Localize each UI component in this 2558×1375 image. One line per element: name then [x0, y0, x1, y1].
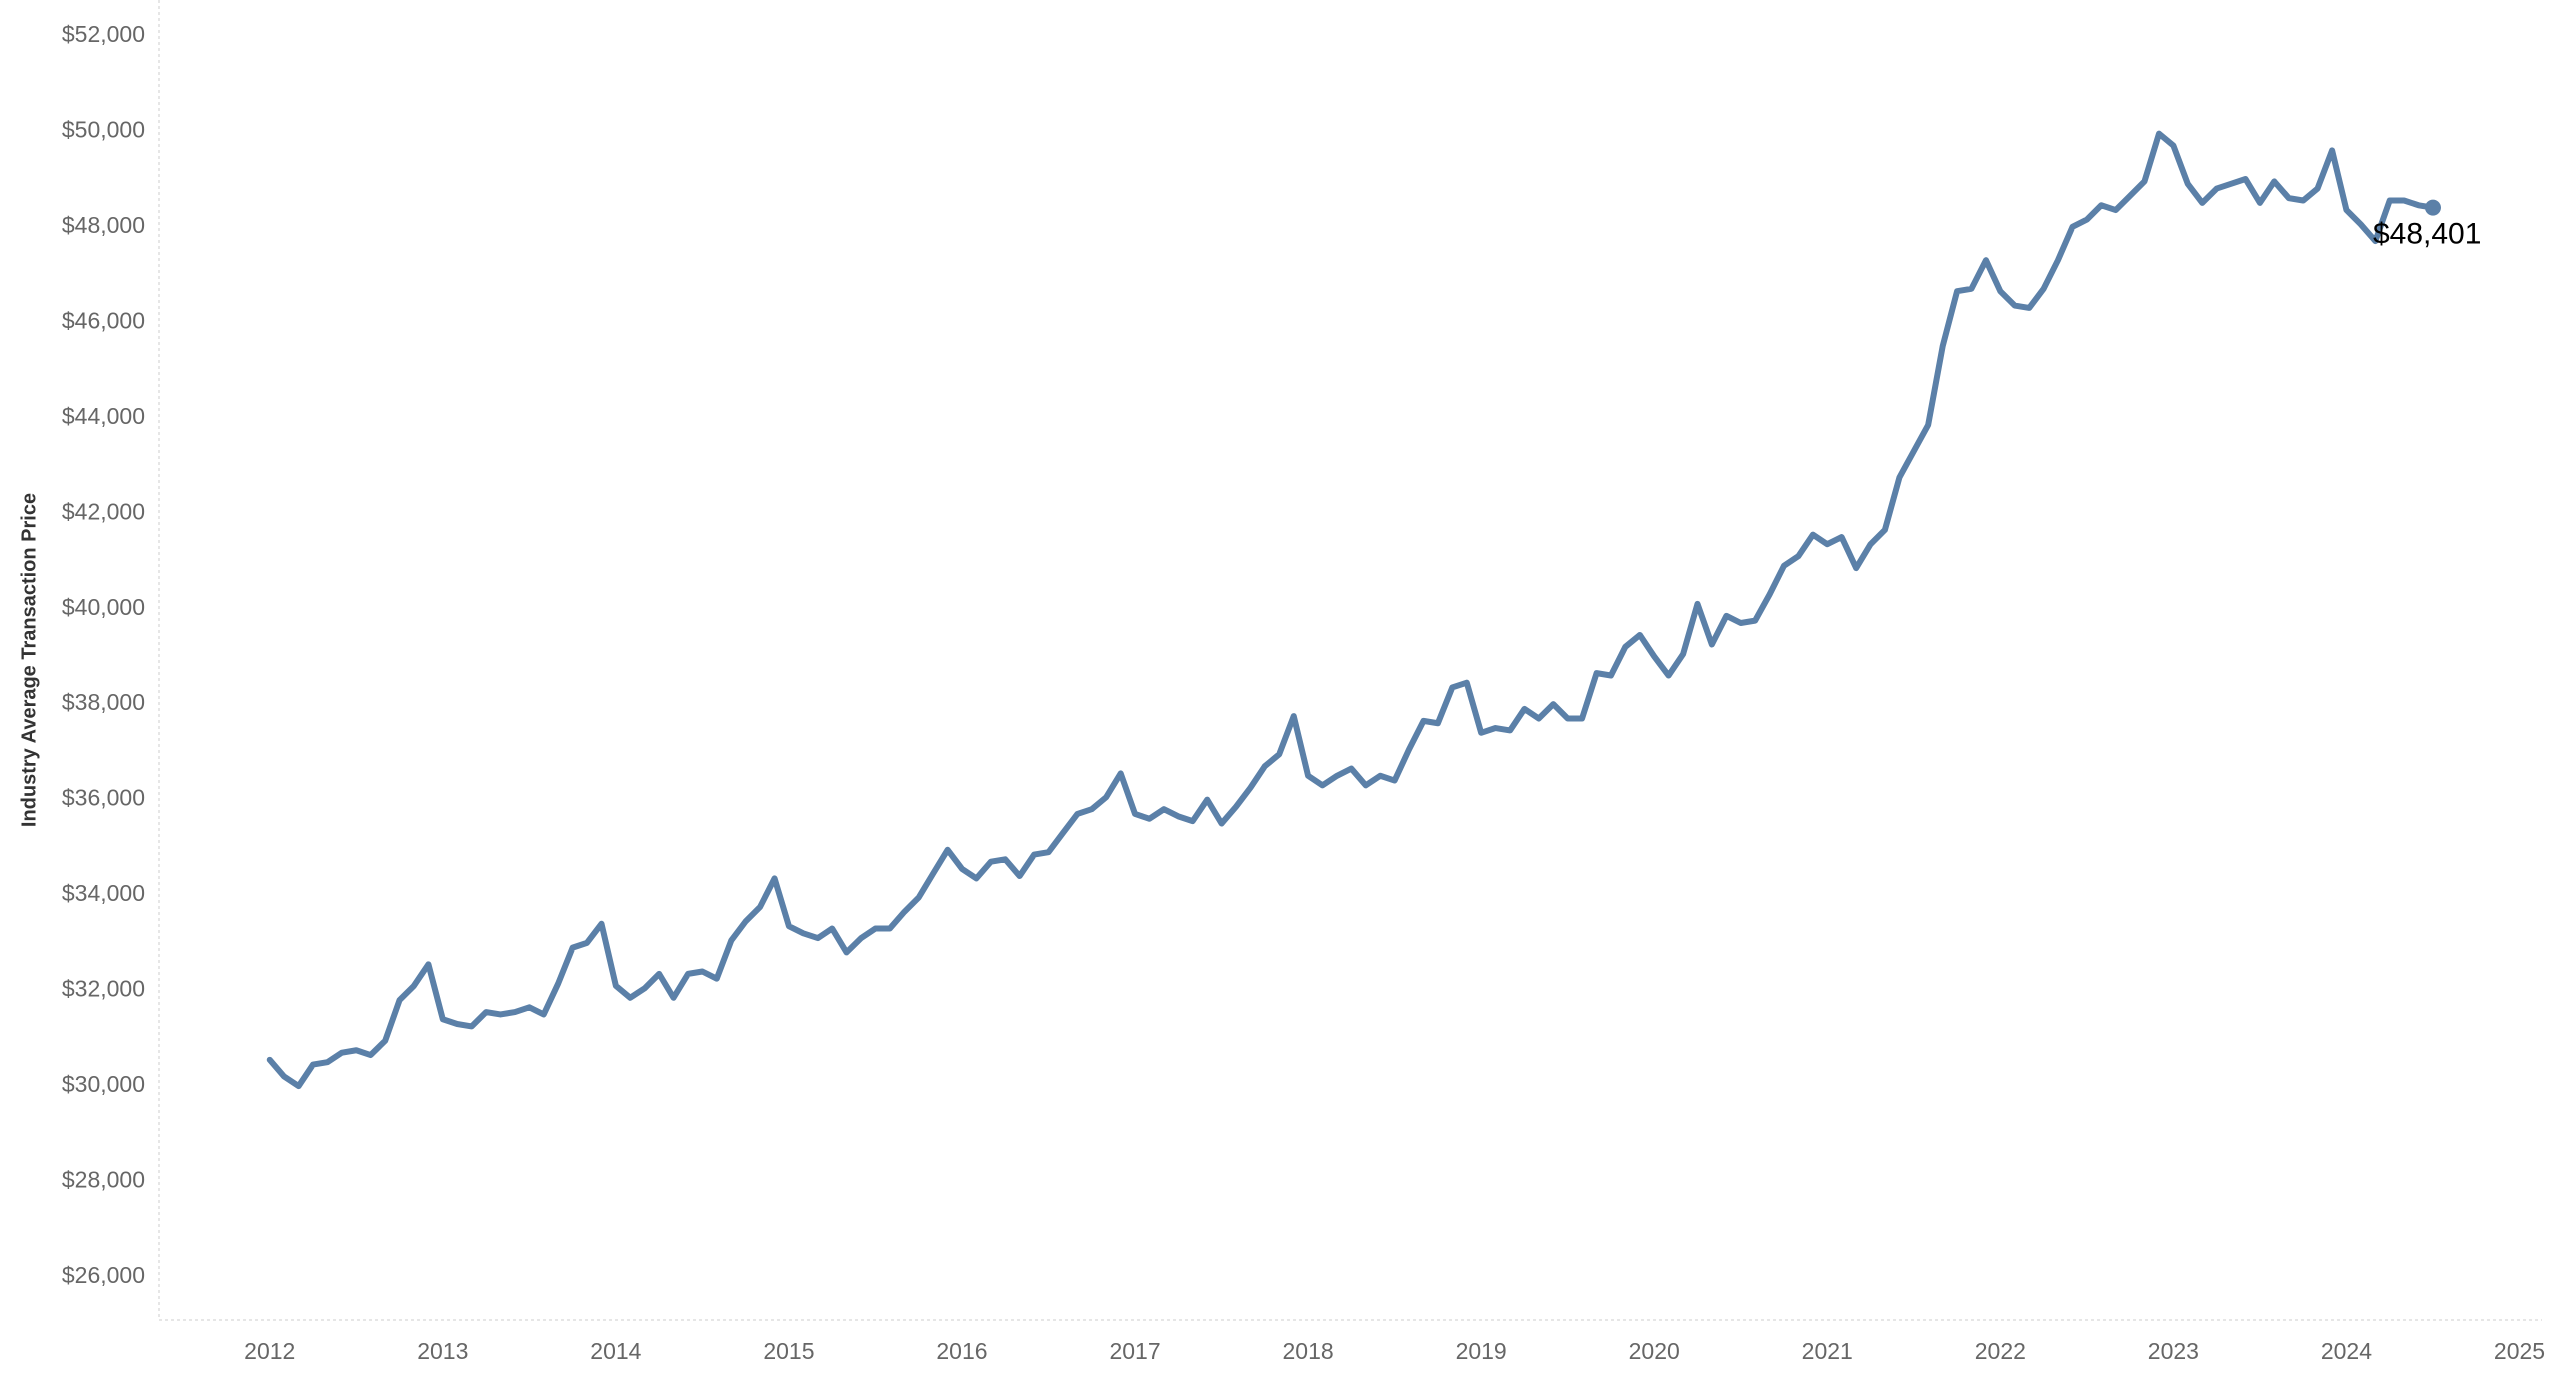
y-tick-label: $36,000 [62, 785, 145, 811]
x-tick-label: 2014 [590, 1338, 641, 1364]
x-tick-label: 2015 [763, 1338, 814, 1364]
x-tick-label: 2016 [936, 1338, 987, 1364]
x-tick-label: 2018 [1283, 1338, 1334, 1364]
y-tick-label: $30,000 [62, 1071, 145, 1097]
x-tick-label: 2013 [417, 1338, 468, 1364]
line-series [266, 130, 2436, 1090]
y-tick-label: $40,000 [62, 594, 145, 620]
x-tick-label: 2019 [1456, 1338, 1507, 1364]
y-tick-label: $48,000 [62, 212, 145, 238]
y-tick-label: $42,000 [62, 498, 145, 524]
y-tick-label: $32,000 [62, 976, 145, 1002]
y-axis-title: Industry Average Transaction Price [18, 493, 40, 827]
annotation-label: $48,401 [2373, 218, 2481, 251]
y-tick-label: $38,000 [62, 689, 145, 715]
y-tick-label: $52,000 [62, 21, 145, 47]
x-tick-label: 2021 [1802, 1338, 1853, 1364]
x-tick-label: 2020 [1629, 1338, 1680, 1364]
y-tick-label: $46,000 [62, 307, 145, 333]
y-tick-label: $44,000 [62, 403, 145, 429]
x-tick-label: 2022 [1975, 1338, 2026, 1364]
x-tick-label: 2017 [1109, 1338, 1160, 1364]
y-tick-label: $50,000 [62, 116, 145, 142]
x-tick-label: 2023 [2148, 1338, 2199, 1364]
y-tick-label: $28,000 [62, 1167, 145, 1193]
x-tick-label: 2024 [2321, 1338, 2372, 1364]
y-tick-label: $26,000 [62, 1262, 145, 1288]
x-tick-label: 2025 [2494, 1338, 2545, 1364]
end-point [2424, 199, 2441, 216]
x-tick-label: 2012 [244, 1338, 295, 1364]
y-tick-label: $34,000 [62, 880, 145, 906]
